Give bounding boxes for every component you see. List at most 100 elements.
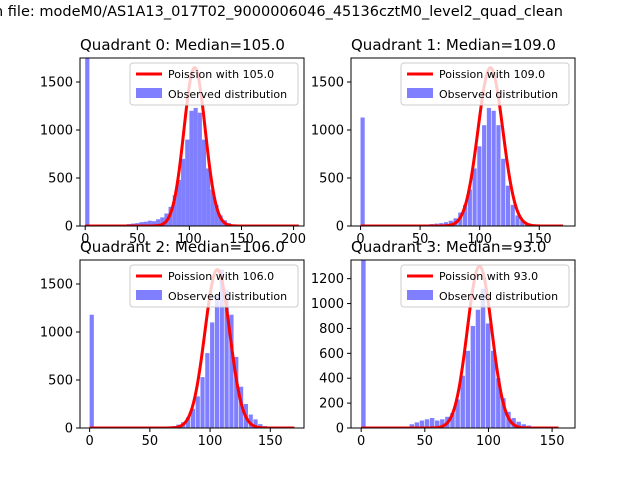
histogram-bar	[197, 112, 202, 226]
x-tick-label: 200	[281, 232, 306, 247]
histogram-bar	[455, 399, 460, 428]
histogram-bar	[195, 396, 200, 428]
histogram-bar	[501, 398, 506, 428]
x-tick-label: 0	[85, 434, 93, 449]
x-tick-label: 50	[129, 232, 146, 247]
axes-frame	[79, 57, 305, 227]
y-tick-label: 1000	[311, 297, 344, 312]
x-tick-label: 150	[258, 434, 283, 449]
histogram-bar	[450, 413, 455, 428]
y-tick-label: 0	[336, 220, 344, 235]
histogram-bar	[210, 189, 215, 226]
histogram-bar	[234, 356, 239, 428]
histogram-bar	[210, 322, 215, 428]
x-tick-label: 150	[229, 232, 254, 247]
histogram-bar	[460, 375, 465, 428]
histogram-bar	[516, 421, 521, 428]
histogram-bar	[486, 107, 491, 226]
y-tick-label: 200	[319, 397, 344, 412]
histogram-bar	[206, 168, 211, 226]
histogram-bar	[505, 185, 511, 226]
histogram-bar	[501, 158, 506, 226]
histogram-bar	[89, 314, 94, 428]
figure-suptitle: n file: modeM0/AS1A13_017T02_9000006046_…	[0, 4, 563, 20]
y-tick-label: 1200	[311, 272, 344, 287]
x-tick-label: 100	[198, 434, 223, 449]
legend-entry-observed: Observed distribution	[439, 88, 558, 101]
histogram-bar	[475, 309, 481, 428]
histogram-bar	[147, 220, 152, 226]
histogram-bar	[496, 378, 501, 428]
histogram-bar	[193, 107, 198, 226]
x-tick-label: 50	[142, 434, 159, 449]
histogram-bar	[224, 289, 229, 428]
legend-bar-swatch	[407, 290, 433, 300]
histogram-bar	[429, 418, 435, 428]
legend-entry-observed: Observed distribution	[439, 290, 558, 303]
histogram-bar	[143, 221, 148, 226]
histogram-bar	[491, 110, 496, 226]
plot-area	[359, 66, 564, 226]
histogram-bar	[214, 295, 220, 428]
histogram-bar	[448, 220, 453, 226]
histogram-bar	[496, 125, 501, 226]
legend-box	[400, 62, 570, 106]
panel-title: Quadrant 0: Median=105.0	[80, 36, 285, 54]
legend-box	[129, 62, 299, 106]
y-tick-label: 1000	[40, 326, 73, 341]
histogram-bar	[205, 353, 210, 428]
histogram-bar	[181, 158, 186, 226]
legend: Poission with 93.0 Observed distribution	[400, 264, 570, 308]
histogram-bar	[414, 422, 420, 428]
histogram-bar	[200, 377, 205, 428]
histogram-bar	[435, 420, 440, 428]
histogram-bar	[361, 260, 366, 428]
histogram-bar	[189, 110, 194, 226]
legend-bar-swatch	[136, 88, 162, 98]
panel-title: Quadrant 2: Median=106.0	[80, 238, 285, 256]
histogram-bar	[482, 125, 487, 226]
panel-title: Quadrant 1: Median=109.0	[351, 36, 556, 54]
legend-box	[129, 264, 299, 308]
axes-frame	[79, 259, 305, 429]
histogram-bar	[253, 419, 258, 428]
y-tick-label: 400	[319, 372, 344, 387]
histogram-bar	[139, 222, 144, 226]
histogram-bar	[172, 195, 177, 226]
histogram-bar	[214, 204, 219, 226]
y-tick-label: 0	[65, 220, 73, 235]
x-tick-label: 100	[467, 232, 492, 247]
y-tick-label: 1000	[311, 124, 344, 139]
histogram-bar	[229, 314, 234, 428]
legend-entry-poisson: Poission with 93.0	[439, 270, 538, 283]
legend-bar-swatch	[407, 88, 433, 98]
panel-title: Quadrant 3: Median=93.0	[351, 238, 546, 256]
x-tick-label: 100	[476, 434, 501, 449]
histogram-bar	[156, 219, 161, 226]
x-tick-label: 0	[81, 232, 89, 247]
axes-frame	[350, 57, 576, 227]
histogram-bar	[485, 323, 491, 428]
y-tick-label: 0	[65, 422, 73, 437]
histogram-bar	[219, 269, 224, 428]
histogram-bar	[463, 204, 468, 226]
x-tick-label: 100	[177, 232, 202, 247]
legend: Poission with 105.0 Observed distribution	[129, 62, 299, 106]
histogram-bar	[185, 139, 190, 226]
histogram-bar	[480, 288, 486, 428]
legend-entry-poisson: Poission with 106.0	[168, 270, 274, 283]
legend-bar-swatch	[136, 290, 162, 300]
histogram-bar	[190, 408, 196, 428]
histogram-bar	[477, 146, 482, 226]
quadrant-3-chart: 0 50 100 150 0 200 400 600 800 1000 1200 Quadrant 3…	[311, 238, 576, 449]
legend-entry-poisson: Poission with 109.0	[439, 68, 545, 81]
y-tick-label: 600	[319, 347, 344, 362]
poisson-curve	[359, 66, 564, 226]
histogram-bar	[85, 58, 90, 226]
histogram-bar	[248, 414, 253, 428]
histogram-bar	[467, 189, 472, 226]
y-tick-label: 0	[336, 422, 344, 437]
